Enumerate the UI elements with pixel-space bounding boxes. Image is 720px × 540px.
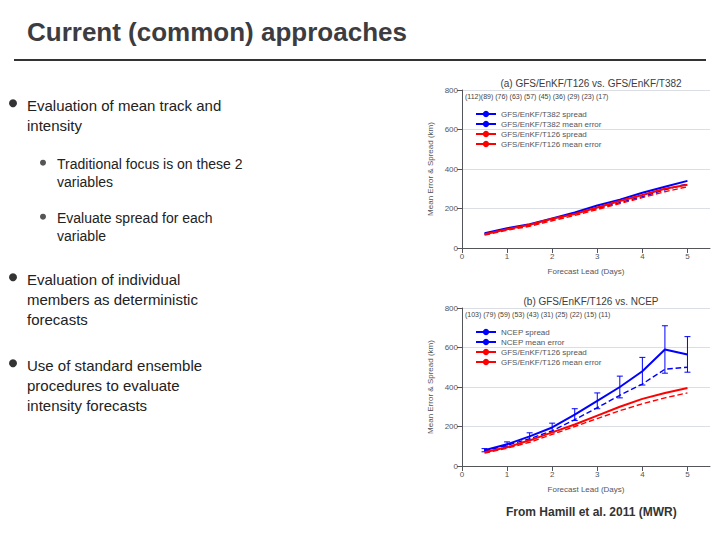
svg-text:5: 5 bbox=[685, 252, 690, 261]
svg-text:GFS/EnKF/T382 spread: GFS/EnKF/T382 spread bbox=[501, 110, 587, 119]
svg-text:800: 800 bbox=[445, 304, 459, 313]
svg-text:0: 0 bbox=[454, 462, 459, 471]
svg-text:Mean Error & Spread (km): Mean Error & Spread (km) bbox=[426, 340, 435, 434]
svg-text:800: 800 bbox=[445, 86, 459, 95]
svg-text:Mean Error & Spread (km): Mean Error & Spread (km) bbox=[426, 122, 435, 216]
svg-text:procedures to evaluate: procedures to evaluate bbox=[27, 377, 180, 394]
svg-text:0: 0 bbox=[460, 252, 465, 261]
svg-text:intensity forecasts: intensity forecasts bbox=[27, 397, 147, 414]
svg-text:GFS/EnKF/T126 spread: GFS/EnKF/T126 spread bbox=[501, 348, 587, 357]
svg-text:Evaluation of individual: Evaluation of individual bbox=[27, 271, 180, 288]
svg-text:NCEP mean error: NCEP mean error bbox=[501, 338, 565, 347]
svg-text:600: 600 bbox=[445, 125, 459, 134]
svg-text:(112)(89) (76) (63) (57) (45): (112)(89) (76) (63) (57) (45) (36) (29) … bbox=[465, 93, 608, 101]
svg-text:forecasts: forecasts bbox=[27, 311, 88, 328]
svg-text:members as deterministic: members as deterministic bbox=[27, 291, 198, 308]
svg-text:GFS/EnKF/T126 spread: GFS/EnKF/T126 spread bbox=[501, 130, 587, 139]
svg-text:400: 400 bbox=[445, 165, 459, 174]
svg-text:3: 3 bbox=[595, 252, 600, 261]
svg-text:0: 0 bbox=[454, 244, 459, 253]
svg-text:4: 4 bbox=[640, 252, 645, 261]
svg-text:Traditional focus is on these: Traditional focus is on these 2 bbox=[57, 156, 243, 172]
svg-text:variable: variable bbox=[57, 228, 106, 244]
svg-text:Evaluate spread for each: Evaluate spread for each bbox=[57, 210, 213, 226]
svg-text:1: 1 bbox=[505, 470, 510, 479]
svg-text:4: 4 bbox=[640, 470, 645, 479]
svg-text:400: 400 bbox=[445, 383, 459, 392]
svg-text:From Hamill et al. 2011 (MWR): From Hamill et al. 2011 (MWR) bbox=[506, 505, 677, 519]
svg-text:Current (common) approaches: Current (common) approaches bbox=[27, 17, 407, 47]
svg-text:intensity: intensity bbox=[27, 117, 83, 134]
svg-text:200: 200 bbox=[445, 422, 459, 431]
svg-text:GFS/EnKF/T126 mean error: GFS/EnKF/T126 mean error bbox=[501, 358, 602, 367]
svg-text:0: 0 bbox=[460, 470, 465, 479]
svg-text:variables: variables bbox=[57, 174, 113, 190]
svg-text:Forecast Lead (Days): Forecast Lead (Days) bbox=[548, 267, 625, 276]
svg-text:2: 2 bbox=[550, 252, 555, 261]
svg-text:GFS/EnKF/T382 mean error: GFS/EnKF/T382 mean error bbox=[501, 120, 602, 129]
svg-text:NCEP spread: NCEP spread bbox=[501, 328, 550, 337]
svg-text:Evaluation of mean track and: Evaluation of mean track and bbox=[27, 97, 221, 114]
svg-text:5: 5 bbox=[685, 470, 690, 479]
svg-text:(a) GFS/EnKF/T126 vs. GFS/EnKF: (a) GFS/EnKF/T126 vs. GFS/EnKF/T382 bbox=[500, 78, 682, 89]
svg-text:GFS/EnKF/T126 mean error: GFS/EnKF/T126 mean error bbox=[501, 140, 602, 149]
svg-text:(103) (79) (59) (53) (43) (31): (103) (79) (59) (53) (43) (31) (25) (22)… bbox=[465, 311, 610, 319]
svg-text:3: 3 bbox=[595, 470, 600, 479]
svg-text:600: 600 bbox=[445, 343, 459, 352]
svg-text:Forecast Lead (Days): Forecast Lead (Days) bbox=[548, 485, 625, 494]
svg-text:(b) GFS/EnKF/T126 vs. NCEP: (b) GFS/EnKF/T126 vs. NCEP bbox=[523, 296, 658, 307]
svg-text:200: 200 bbox=[445, 204, 459, 213]
svg-text:1: 1 bbox=[505, 252, 510, 261]
svg-text:2: 2 bbox=[550, 470, 555, 479]
svg-text:Use of standard ensemble: Use of standard ensemble bbox=[27, 357, 202, 374]
